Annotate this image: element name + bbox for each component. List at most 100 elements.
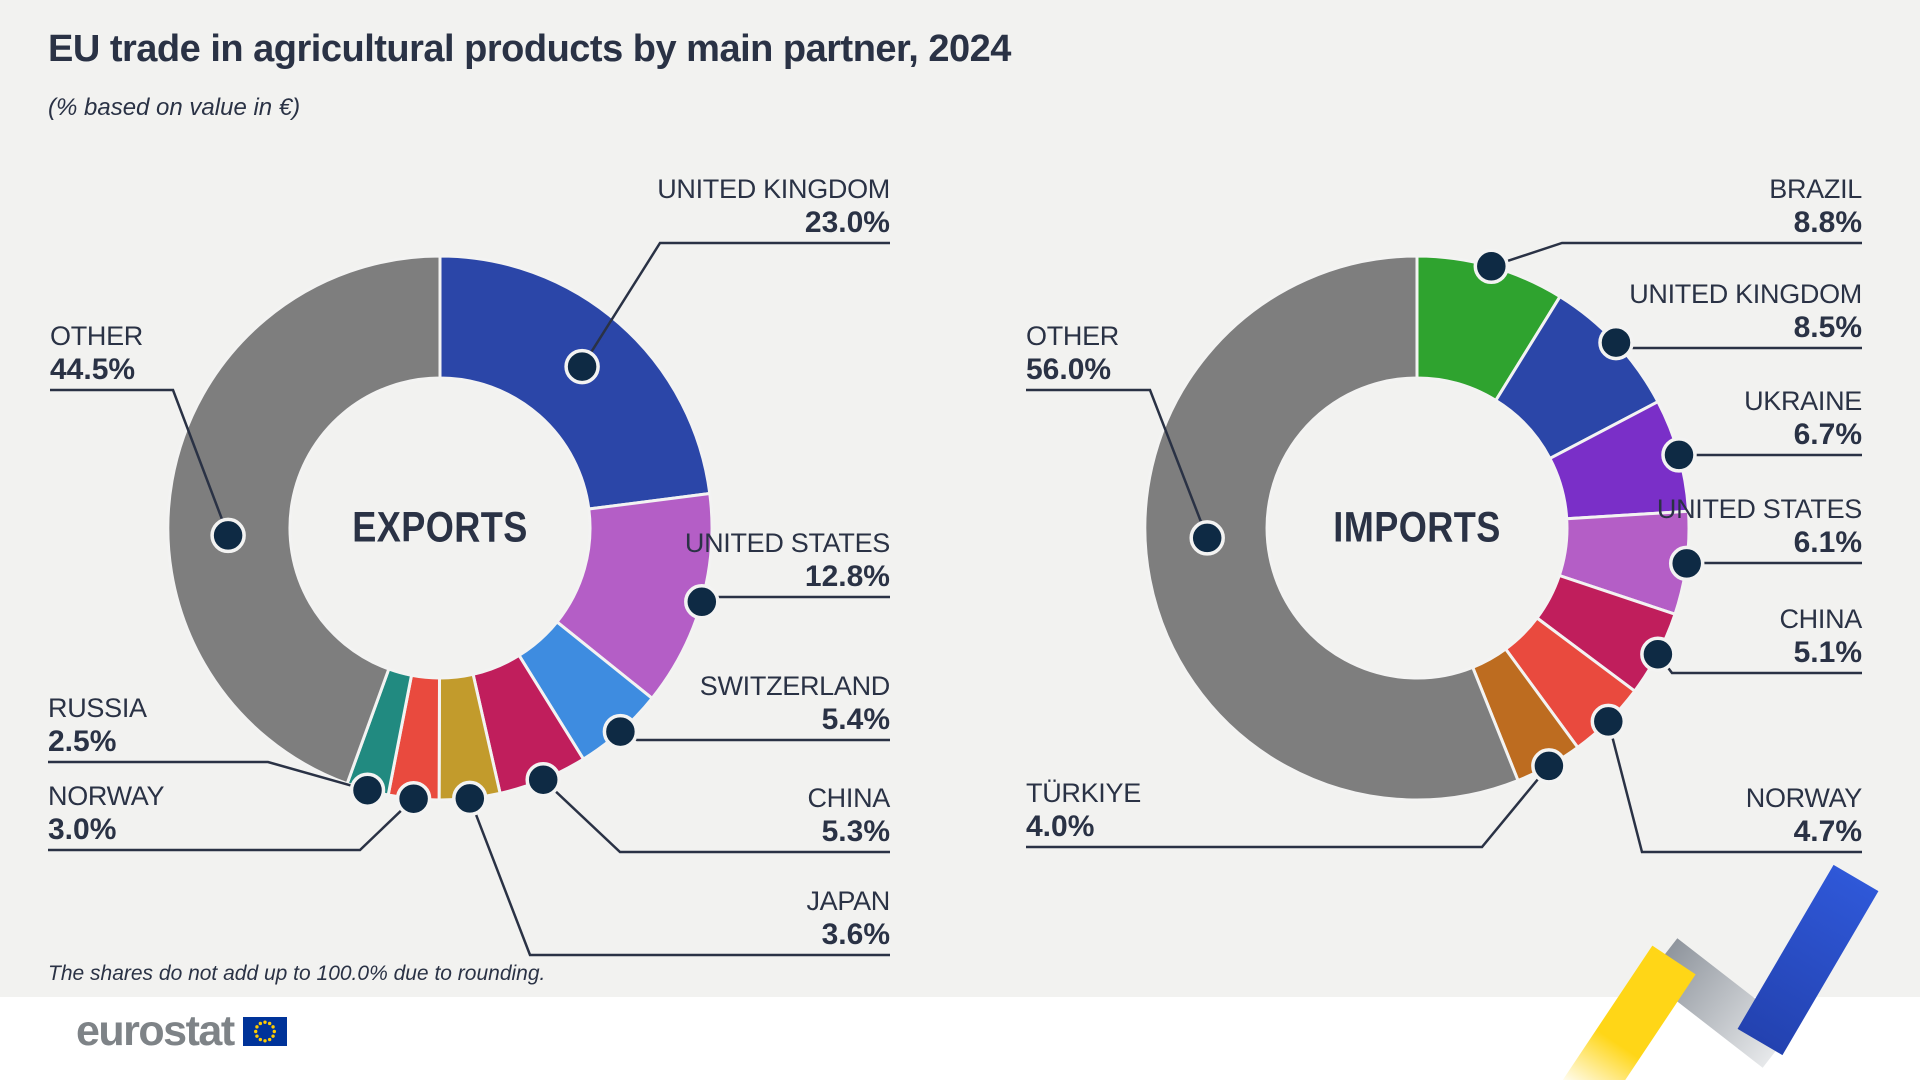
partner-name: UNITED STATES xyxy=(684,528,890,558)
exports-dot-norway xyxy=(395,780,432,817)
partner-share: 3.6% xyxy=(821,918,890,951)
flag-star xyxy=(271,1034,275,1038)
imports-leader-brazil xyxy=(1490,241,1862,268)
imports-label-ukraine: UKRAINE 6.7% xyxy=(1744,385,1862,451)
imports-label-united-kingdom: UNITED KINGDOM 8.5% xyxy=(1629,278,1862,344)
partner-name: NORWAY xyxy=(1745,783,1863,813)
imports-dot-turkiye xyxy=(1531,748,1567,784)
exports-label-russia: RUSSIA 2.5% xyxy=(48,692,147,758)
exports-dot-china xyxy=(525,761,561,798)
page-subtitle: (% based on value in €) xyxy=(48,94,301,121)
imports-dot-ukraine xyxy=(1661,437,1697,473)
exports-dot-japan xyxy=(452,780,488,817)
flag-star xyxy=(267,1037,272,1042)
partner-share: 44.5% xyxy=(50,353,136,386)
rounding-note: The shares do not add up to 100.0% due t… xyxy=(48,962,546,985)
exports-label-norway: NORWAY 3.0% xyxy=(48,780,165,846)
partner-name: JAPAN xyxy=(806,886,890,916)
exports-slice-united-states xyxy=(555,492,714,700)
imports-label-norway: NORWAY 4.7% xyxy=(1745,782,1863,848)
flag-star xyxy=(271,1025,275,1029)
partner-share: 23.0% xyxy=(804,206,890,239)
partner-share: 12.8% xyxy=(804,560,890,593)
partner-name: BRAZIL xyxy=(1769,174,1862,204)
exports-label-united-states: UNITED STATES 12.8% xyxy=(685,527,890,593)
imports-label-china: CHINA 5.1% xyxy=(1779,603,1862,669)
imports-label-turkiye: TÜRKIYE 4.0% xyxy=(1026,777,1141,843)
partner-name: CHINA xyxy=(807,783,890,813)
partner-name: UNITED KINGDOM xyxy=(657,174,890,204)
flag-star xyxy=(253,1029,258,1034)
partner-name: UNITED STATES xyxy=(1656,494,1862,524)
imports-dot-other xyxy=(1189,520,1225,556)
exports-label-united-kingdom: UNITED KINGDOM 23.0% xyxy=(657,173,890,239)
partner-share: 8.5% xyxy=(1793,311,1862,344)
imports-dot-norway xyxy=(1590,703,1627,740)
exports-slice-china xyxy=(471,653,585,795)
exports-leader-united-states xyxy=(701,595,890,603)
exports-leader-other xyxy=(50,388,230,536)
partner-name: UNITED KINGDOM xyxy=(1629,279,1862,309)
page-title: EU trade in agricultural products by mai… xyxy=(48,28,1011,70)
imports-slice-brazil xyxy=(1415,254,1562,402)
partner-share: 5.4% xyxy=(821,703,890,736)
exports-slice-japan xyxy=(437,672,502,802)
eu-flag-icon xyxy=(242,1017,287,1046)
eurostat-logo-text: eurostat xyxy=(76,1007,235,1055)
partner-name: SWITZERLAND xyxy=(699,671,891,701)
flag-star xyxy=(267,1021,272,1026)
imports-slice-norway xyxy=(1504,616,1637,749)
flag-star xyxy=(262,1020,267,1024)
partner-share: 2.5% xyxy=(48,725,117,758)
eurostat-logo: eurostat xyxy=(76,1010,287,1053)
imports-dot-china xyxy=(1640,636,1676,673)
exports-slice-russia xyxy=(345,667,413,797)
imports-dot-united-kingdom xyxy=(1598,324,1634,361)
flag-star xyxy=(258,1037,262,1042)
imports-slice-turkiye xyxy=(1471,647,1580,782)
exports-slice-switzerland xyxy=(517,620,654,761)
partner-name: UKRAINE xyxy=(1744,386,1862,416)
partner-share: 4.0% xyxy=(1026,810,1095,843)
partner-share: 5.1% xyxy=(1793,636,1862,669)
imports-dot-brazil xyxy=(1473,248,1510,285)
exports-slice-norway xyxy=(386,673,441,802)
exports-donut-chart xyxy=(48,241,890,957)
partner-share: 3.0% xyxy=(48,813,117,846)
exports-dot-other xyxy=(210,517,246,554)
partner-share: 6.7% xyxy=(1793,418,1862,451)
partner-share: 6.1% xyxy=(1793,526,1862,559)
imports-center-title: IMPORTS xyxy=(1333,503,1501,552)
imports-label-other: OTHER 56.0% xyxy=(1026,320,1119,386)
exports-leader-united-kingdom xyxy=(581,241,890,368)
partner-name: NORWAY xyxy=(48,781,165,811)
exports-dot-united-kingdom xyxy=(564,348,600,385)
exports-label-switzerland: SWITZERLAND 5.4% xyxy=(699,670,891,736)
eu-flag-stars xyxy=(253,1020,276,1043)
partner-share: 5.3% xyxy=(821,815,890,848)
imports-leader-other xyxy=(1026,388,1209,539)
exports-label-other: OTHER 44.5% xyxy=(50,320,143,386)
imports-label-united-states: UNITED STATES 6.1% xyxy=(1657,493,1862,559)
partner-name: CHINA xyxy=(1779,604,1862,634)
exports-dot-switzerland xyxy=(602,713,639,750)
partner-name: TÜRKIYE xyxy=(1026,778,1141,808)
exports-center-title: EXPORTS xyxy=(352,503,528,552)
exports-slice-united-kingdom xyxy=(438,254,712,511)
partner-share: 56.0% xyxy=(1026,353,1112,386)
partner-name: OTHER xyxy=(50,321,144,351)
partner-share: 4.7% xyxy=(1793,815,1862,848)
exports-dot-russia xyxy=(349,772,386,808)
imports-slice-china xyxy=(1535,574,1677,693)
flag-star xyxy=(272,1029,276,1034)
flag-star xyxy=(254,1034,259,1038)
exports-label-china: CHINA 5.3% xyxy=(807,782,890,848)
footer-bar xyxy=(0,997,1920,1080)
partner-name: RUSSIA xyxy=(48,693,147,723)
partner-name: OTHER xyxy=(1026,321,1120,351)
partner-share: 8.8% xyxy=(1793,206,1862,239)
flag-star xyxy=(258,1021,262,1026)
imports-label-brazil: BRAZIL 8.8% xyxy=(1769,173,1862,239)
